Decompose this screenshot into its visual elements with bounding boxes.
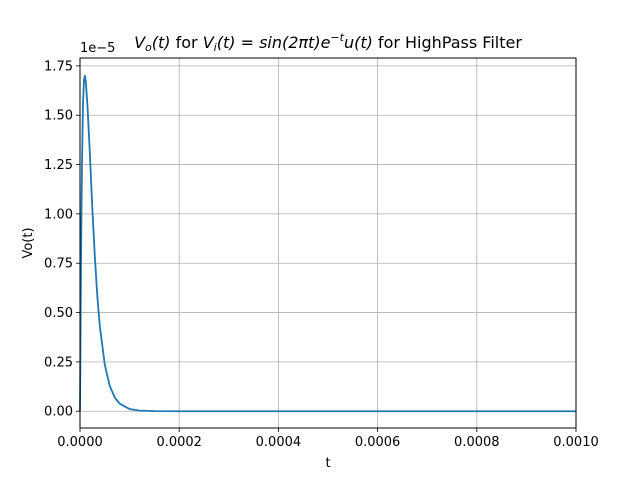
- x-axis-label: t: [325, 456, 330, 471]
- y-tick-label: 0.75: [44, 257, 73, 272]
- title-vi-symbol: V: [203, 33, 215, 52]
- x-tick-label: 0.0002: [156, 435, 202, 450]
- title-vi-subscript: i: [214, 41, 217, 54]
- series-line-0: [79, 74, 576, 413]
- data-layer: [79, 74, 576, 413]
- title-vo-symbol: V: [134, 33, 146, 52]
- x-tick-label: 0.0000: [57, 435, 103, 450]
- y-tick-label: 0.50: [44, 306, 73, 321]
- x-axis-ticks: 0.0000 0.0002 0.0004 0.0006 0.0008 0.0010: [57, 428, 599, 450]
- title-vi-superscript: −t: [330, 31, 344, 44]
- title-vi-equation: (t) = sin(2πt)e: [217, 33, 331, 52]
- x-tick-label: 0.0006: [355, 435, 401, 450]
- y-tick-label: 1.25: [44, 158, 73, 173]
- y-axis-offset-label: 1e−5: [80, 41, 115, 56]
- y-tick-label: 0.00: [44, 405, 73, 420]
- y-axis-label: Vo(t): [21, 227, 36, 258]
- x-tick-label: 0.0004: [256, 435, 302, 450]
- y-tick-label: 1.50: [44, 109, 73, 124]
- y-tick-label: 0.25: [44, 355, 73, 370]
- title-vo-arg: (t): [152, 33, 171, 52]
- title-mid-text: for: [171, 33, 203, 52]
- y-tick-label: 1.00: [44, 207, 73, 222]
- y-axis-ticks: 0.00 0.25 0.50 0.75 1.00 1.25 1.50 1.75: [44, 59, 80, 420]
- chart-title: Vo(t) for Vi(t) = sin(2πt)e−tu(t) for Hi…: [134, 31, 522, 54]
- title-vi-tail: u(t): [344, 33, 373, 52]
- title-suffix: for HighPass Filter: [373, 33, 522, 52]
- x-tick-label: 0.0010: [553, 435, 599, 450]
- y-tick-label: 1.75: [44, 59, 73, 74]
- title-vo-subscript: o: [145, 41, 152, 54]
- plot-frame: [79, 57, 577, 429]
- x-tick-label: 0.0008: [454, 435, 500, 450]
